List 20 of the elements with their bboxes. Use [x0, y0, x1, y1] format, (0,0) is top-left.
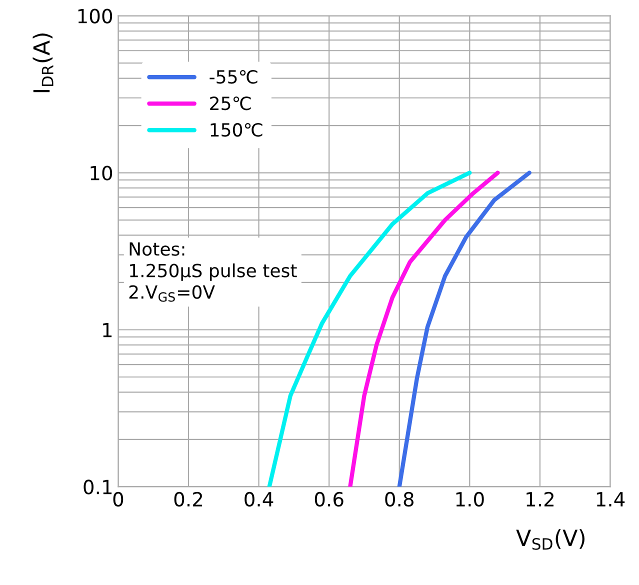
x-tick-label: 0.6 [314, 492, 344, 507]
y-tick-label: 10 [90, 166, 112, 180]
legend-label: 150℃ [210, 123, 262, 137]
x-tick-label: 0.8 [385, 492, 414, 507]
x-tick-label: 0.2 [174, 492, 202, 507]
line-series [348, 170, 500, 487]
y-tick-label: 1 [103, 322, 112, 338]
legend-label: 25℃ [210, 96, 251, 110]
line-series [397, 170, 532, 487]
x-axis-title: V$_{SD}$(V) [516, 529, 584, 550]
x-tick-label: 0 [113, 492, 124, 507]
x-tick-label: 1.0 [456, 492, 484, 507]
y-tick-label: 0.1 [84, 480, 112, 494]
x-tick-label: 1.4 [596, 492, 625, 506]
x-tick-label: 1.2 [526, 492, 554, 506]
legend-label: -55℃ [210, 70, 258, 84]
y-axis-title: I$_{DR}$(A) [32, 34, 54, 92]
x-tick-label: 0.4 [244, 492, 274, 507]
y-tick-label: 100 [78, 8, 112, 24]
annotation: Notes: 1.250μS pulse test 2.V$_{GS}$=0V [129, 242, 297, 302]
